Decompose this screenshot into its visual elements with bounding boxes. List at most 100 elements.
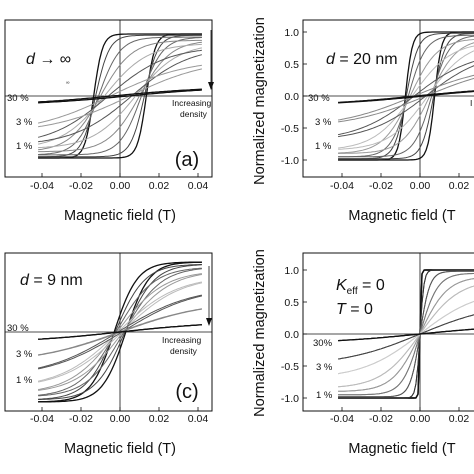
plot-a-xtick-label-1: -0.02 [69,180,93,192]
panel-d-density-1: 1 % [316,390,333,401]
panel-c-xlabel: Magnetic field (T) [64,441,176,457]
plot-c-loop-0-up [38,261,202,403]
plot-c-xtick-label-2: 0.00 [110,413,131,425]
panel-b-frame [302,19,474,178]
panel-c-density-1: 1 % [16,375,33,386]
panel-b: -0.04 -0.02 0.00 0.02 1.0 0.5 0.0 -0.5 -1.0 d = … [252,17,474,224]
plot-b-curves [303,20,474,177]
panel-c-plot: -0.04 -0.02 0.00 0.02 0.04 [5,253,212,425]
panel-a-density-30: 30 % [7,93,29,104]
plot-a-loop-2-down [38,36,202,155]
panel-c-label: (c) [175,381,198,403]
plot-d-xtick-label-0: -0.04 [330,413,354,425]
plot-d-xtick-label-2: 0.00 [410,413,431,425]
panel-a: -0.04 -0.02 0.00 0.02 0.04 d → ∞ ∞ (a) Incre… [4,19,214,224]
plot-d-ytick-label-3: -0.5 [281,361,299,373]
panel-a-annotation-line2: density [180,109,208,119]
plot-a-loop-6-up [38,68,203,128]
plot-d-ytick-label-0: 1.0 [284,265,299,277]
panel-a-plot: -0.04 -0.02 0.00 0.02 0.04 [5,20,212,192]
plot-c-loop-1-down [38,264,202,400]
panel-b-xlabel: Magnetic field (T [348,208,455,224]
plot-d-xtick-label-1: -0.02 [369,413,393,425]
plot-c-loop-4-down [37,281,202,382]
plot-c-xtick-label-1: -0.02 [69,413,93,425]
plot-b-loop-2-up [338,35,474,158]
plot-b-ytick-label-0: 1.0 [284,27,299,39]
plot-a-xtick-label-3: 0.02 [149,180,170,192]
plot-b-xtick-label-2: 0.00 [410,180,431,192]
panel-a-frame [4,19,213,178]
plot-d-ytick-label-4: -1.0 [281,393,299,405]
plot-b-ytick-label-2: 0.0 [284,91,299,103]
plot-a-loop-7-up [38,89,202,104]
panel-d-xlabel: Magnetic field (T [348,441,455,457]
plot-a-loop-4-up [38,47,202,149]
plot-c-curves [5,253,212,411]
plot-c-loop-5-up [38,295,203,370]
panel-a-label: (a) [175,149,199,171]
plot-a-loop-2-up [38,37,202,156]
panel-b-density-30: 30 % [308,93,330,104]
panel-a-title: d → ∞ [26,51,71,68]
plot-c-loop-3-up [38,274,202,391]
plot-c-loop-4-up [38,282,203,383]
plot-a-loop-3-up [38,41,202,153]
plot-a-loop-3-down [38,39,202,151]
panel-d-density-3: 3 % [316,362,333,373]
plot-c-xtick-label-0: -0.04 [30,413,54,425]
plot-c-loop-0-down [38,261,202,403]
plot-b-loop-3-up [338,42,474,154]
panel-d-plot: -0.04 -0.02 0.00 0.02 1.0 0.5 0.0 -0.5 -1.0 [281,253,474,425]
plot-b-xtick-label-3: 0.02 [449,180,470,192]
plot-d-ytick-label-2: 0.0 [284,329,299,341]
panel-a-density-3: 3 % [16,117,33,128]
panel-c-annotation-line1: Increasing [162,335,201,345]
plot-a-xtick-label-4: 0.04 [188,180,209,192]
plot-c-loop-2-up [38,268,202,397]
panel-b-title: d = 20 nm [326,51,398,68]
plot-a-xtick-label-0: -0.04 [30,180,54,192]
panel-b-plot: -0.04 -0.02 0.00 0.02 1.0 0.5 0.0 -0.5 -1.0 [281,20,474,192]
panel-c-arrow [206,266,212,326]
panel-b-density-3: 3 % [315,117,332,128]
plot-a-loop-0-down [38,33,202,159]
plot-b-xtick-label-0: -0.04 [330,180,354,192]
panel-d: -0.04 -0.02 0.00 0.02 1.0 0.5 0.0 -0.5 -1.0 Keff… [252,249,474,457]
plot-d-xtick-label-3: 0.02 [449,413,470,425]
plot-a-loop-1-up [38,34,202,158]
plot-b-loop-7-down [338,90,474,104]
plot-a-loop-1-down [38,34,202,158]
plot-c-xtick-label-3: 0.02 [149,413,170,425]
plot-c-loop-2-down [38,267,202,396]
plot-b-loop-1-down [338,32,474,160]
plot-b-loop-6-up [338,77,474,123]
plot-b-ytick-label-4: -1.0 [281,155,299,167]
panel-c: -0.04 -0.02 0.00 0.02 0.04 d = 9 nm (c) Incr… [4,252,213,457]
plot-b-loop-4-down [338,45,474,149]
panel-c-title: d = 9 nm [20,272,83,289]
plot-b-loop-0-down [338,31,474,161]
plot-c-loop-5-down [37,294,202,369]
plot-c-loop-3-down [38,273,202,390]
panel-d-title-k: Keff = 0 [336,277,385,297]
panel-a-annotation-line1: Increasing [172,98,211,108]
panel-a-xlabel: Magnetic field (T) [64,208,176,224]
plot-b-xtick-label-1: -0.02 [369,180,393,192]
panel-b-annotation: I [470,98,472,108]
plot-b-loop-3-down [338,38,474,154]
plot-b-loop-6-down [338,74,474,121]
panel-a-tiny-mark: ∞ [66,80,70,86]
panel-d-title-t: T = 0 [336,301,373,318]
plot-a-loop-7-down [38,88,202,103]
plot-b-loop-4-up [338,50,474,150]
plot-a-xtick-label-2: 0.00 [110,180,131,192]
panel-d-frame [302,252,474,412]
plot-b-loop-5-down [338,60,474,136]
plot-a-loop-4-down [38,43,202,145]
panel-c-density-3: 3 % [16,349,33,360]
panel-a-arrow [208,30,214,90]
panel-c-density-30: 30 % [7,323,29,334]
panel-a-density-1: 1 % [16,141,33,152]
